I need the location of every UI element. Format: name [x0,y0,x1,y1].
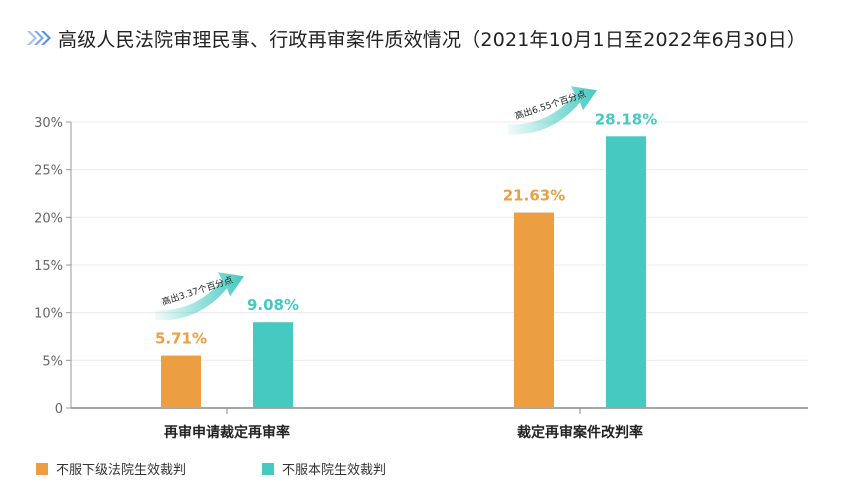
y-tick-label: 0 [55,402,63,417]
data-label-series-2: 9.08% [247,296,299,314]
legend-swatch-series-1 [36,462,48,475]
difference-arrow: 高出6.55个百分点 [508,86,597,135]
legend-item-series-1: 不服下级法院生效裁判 [36,459,186,478]
legend-item-series-2: 不服本院生效裁判 [262,459,386,478]
bar-series-2 [253,322,293,408]
data-label-series-1: 5.71% [155,330,207,348]
legend-label-series-1: 不服下级法院生效裁判 [56,463,187,478]
chart-title-row: 高级人民法院审理民事、行政再审案件质效情况（2021年10月1日至2022年6月… [26,22,806,54]
difference-arrow-shape [508,86,597,135]
data-label-series-2: 28.18% [595,110,657,128]
y-tick-label: 10% [34,307,63,322]
bar-series-2 [606,136,646,409]
y-tick-label: 25% [34,164,63,179]
bar-series-1 [161,355,201,408]
difference-arrow-shape [155,272,244,321]
bar-series-1 [514,212,554,408]
double-chevron-right-icon [27,31,51,45]
x-tick-label: 再审申请裁定再审率 [164,424,290,441]
legend-label-series-2: 不服本院生效裁判 [282,463,387,478]
data-label-series-1: 21.63% [503,187,565,205]
legend-swatch-series-2 [262,462,274,475]
y-tick-label: 5% [42,354,63,369]
y-tick-label: 20% [34,211,63,226]
y-tick-label: 15% [34,259,63,274]
x-tick-label: 裁定再审案件改判率 [517,424,643,441]
chart-title: 高级人民法院审理民事、行政再审案件质效情况（2021年10月1日至2022年6月… [58,28,807,51]
y-tick-label: 30% [34,116,63,131]
